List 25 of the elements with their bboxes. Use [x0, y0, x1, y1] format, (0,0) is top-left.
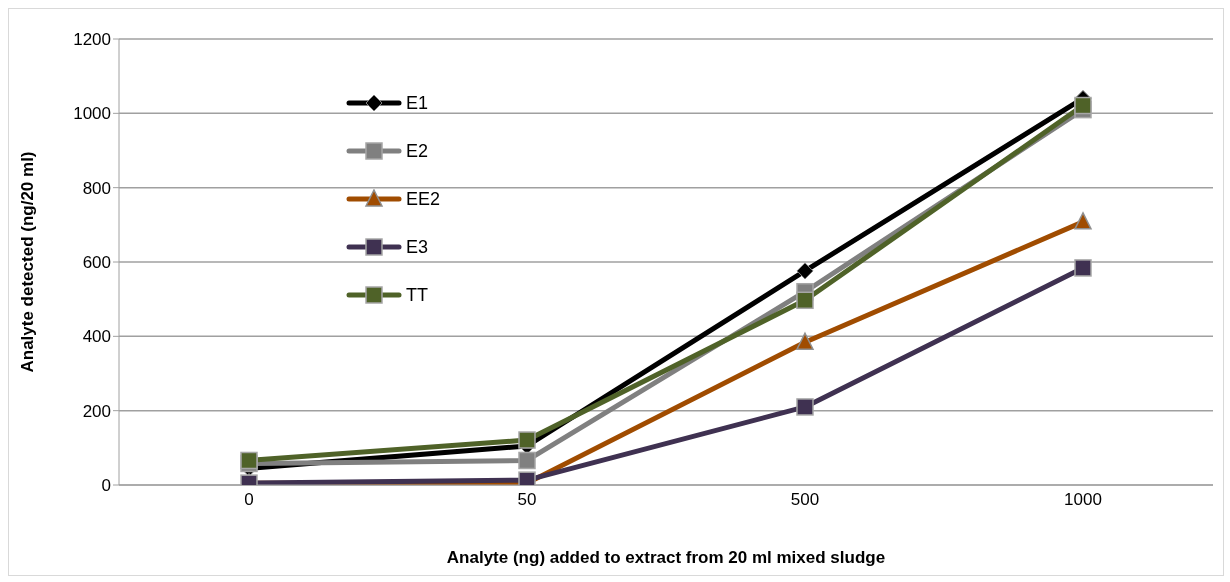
y-tick-label: 200	[82, 401, 111, 421]
point	[796, 262, 814, 280]
x-axis-title: Analyte (ng) added to extract from 20 ml mixed sludge	[446, 548, 886, 567]
y-tick-label: 1200	[73, 30, 111, 50]
y-tick-label: 400	[82, 327, 111, 347]
point	[1074, 259, 1092, 277]
legend-label: E1	[406, 92, 429, 114]
legend-label: EE2	[406, 188, 441, 210]
legend-label: TT	[406, 284, 428, 306]
x-tick-label: 0	[244, 490, 254, 510]
y-tick-label: 800	[82, 178, 111, 198]
legend-label: E3	[406, 236, 429, 258]
x-tick-label: 500	[790, 490, 820, 510]
point	[518, 431, 536, 449]
point	[518, 451, 536, 470]
y-axis-title: Analyte detected (ng/20 ml)	[18, 151, 38, 373]
point	[796, 291, 814, 310]
x-tick-label: 50	[517, 490, 537, 510]
point	[796, 398, 814, 416]
legend-label: E2	[406, 140, 429, 162]
y-tick-label: 1000	[73, 104, 111, 124]
point	[1074, 96, 1092, 115]
y-tick-label: 0	[101, 476, 111, 496]
x-tick-label: 1000	[1064, 490, 1102, 510]
y-tick-label: 600	[82, 253, 111, 273]
